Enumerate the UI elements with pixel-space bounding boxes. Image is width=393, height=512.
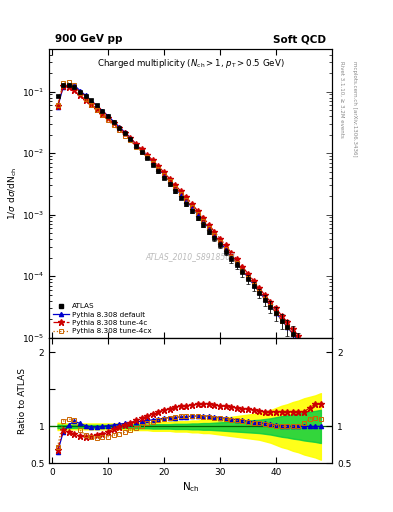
Y-axis label: Ratio to ATLAS: Ratio to ATLAS — [18, 368, 27, 434]
Text: Charged multiplicity ($N_{\rm ch} > 1$, $p_{\rm T} > 0.5$ GeV): Charged multiplicity ($N_{\rm ch} > 1$, … — [97, 57, 285, 70]
Text: ATLAS_2010_S8918562: ATLAS_2010_S8918562 — [145, 252, 236, 261]
X-axis label: N$_{\rm ch}$: N$_{\rm ch}$ — [182, 480, 200, 494]
Text: Rivet 3.1.10, ≥ 3.2M events: Rivet 3.1.10, ≥ 3.2M events — [339, 61, 344, 138]
Text: mcplots.cern.ch [arXiv:1306.3436]: mcplots.cern.ch [arXiv:1306.3436] — [352, 61, 357, 157]
Text: Soft QCD: Soft QCD — [274, 34, 327, 45]
Y-axis label: 1/$\sigma$ d$\sigma$/dN$_{\rm ch}$: 1/$\sigma$ d$\sigma$/dN$_{\rm ch}$ — [7, 166, 19, 220]
Text: 900 GeV pp: 900 GeV pp — [55, 34, 122, 45]
Legend: ATLAS, Pythia 8.308 default, Pythia 8.308 tune-4c, Pythia 8.308 tune-4cx: ATLAS, Pythia 8.308 default, Pythia 8.30… — [53, 303, 152, 334]
